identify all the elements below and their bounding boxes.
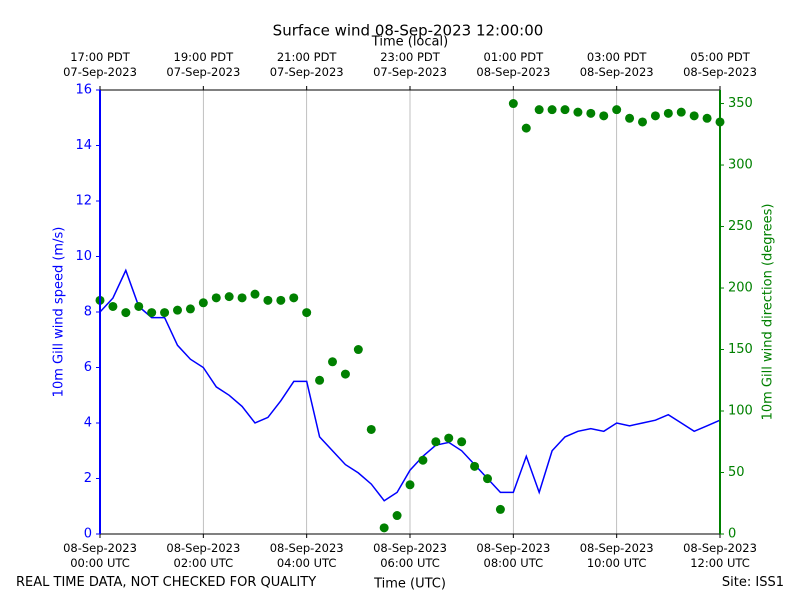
direction-point	[134, 301, 144, 311]
x-tick-label: 08-Sep-2023 08:00 UTC	[476, 541, 551, 570]
direction-point	[302, 308, 312, 318]
direction-point	[547, 105, 557, 115]
direction-point	[612, 105, 622, 115]
direction-point	[586, 108, 596, 118]
direction-point	[173, 305, 182, 315]
y2-tick-label: 300	[728, 158, 753, 173]
direction-point	[224, 292, 234, 302]
y-tick-label: 6	[84, 360, 92, 375]
y2-tick-label: 250	[728, 219, 753, 234]
direction-point	[689, 111, 699, 121]
direction-point	[560, 105, 570, 115]
y2-tick-label: 150	[728, 342, 753, 357]
direction-point	[534, 105, 544, 115]
direction-point	[650, 111, 660, 121]
direction-point	[638, 117, 647, 127]
direction-point	[457, 437, 467, 447]
x-axis-label: Time (UTC)	[373, 577, 446, 592]
quality-note: REAL TIME DATA, NOT CHECKED FOR QUALITY	[16, 575, 317, 590]
direction-point	[185, 304, 195, 314]
y-tick-label: 4	[84, 416, 92, 431]
direction-point	[444, 433, 454, 443]
y-tick-label: 2	[84, 471, 92, 486]
direction-point	[108, 301, 118, 311]
y-tick-label: 16	[75, 83, 92, 98]
y-tick-label: 10	[75, 249, 92, 264]
direction-point	[470, 461, 480, 471]
direction-point	[250, 289, 260, 299]
direction-point	[495, 504, 505, 514]
y-tick-label: 8	[84, 305, 92, 320]
direction-point	[521, 123, 531, 133]
x2-tick-label: 21:00 PDT 07-Sep-2023	[269, 50, 344, 79]
y2-axis-label: 10m Gill wind direction (degrees)	[761, 204, 776, 421]
direction-point	[276, 295, 286, 305]
x2-tick-label: 23:00 PDT 07-Sep-2023	[373, 50, 447, 79]
direction-point	[366, 424, 376, 434]
direction-point	[392, 511, 402, 521]
y-axis-label: 10m Gill wind speed (m/s)	[52, 227, 67, 398]
x2-tick-label: 19:00 PDT 07-Sep-2023	[166, 50, 241, 79]
x-tick-label: 08-Sep-2023 12:00 UTC	[683, 541, 757, 570]
direction-point	[289, 293, 299, 303]
direction-point	[663, 108, 673, 118]
y-tick-label: 12	[75, 194, 92, 209]
x-tick-label: 08-Sep-2023 04:00 UTC	[269, 541, 344, 570]
direction-point	[599, 111, 609, 121]
x2-tick-label: 17:00 PDT 07-Sep-2023	[63, 50, 137, 79]
site-label: Site: ISS1	[721, 575, 784, 590]
x-tick-label: 08-Sep-2023 06:00 UTC	[373, 541, 447, 570]
chart-title: Surface wind 08-Sep-2023 12:00:00	[273, 22, 544, 40]
direction-point	[418, 455, 428, 465]
x-tick-label: 08-Sep-2023 00:00 UTC	[63, 541, 137, 570]
y2-tick-label: 100	[728, 404, 753, 419]
direction-point	[676, 107, 686, 117]
direction-point	[573, 107, 583, 117]
y2-tick-label: 50	[728, 465, 745, 480]
direction-point	[121, 308, 131, 318]
x-tick-label: 08-Sep-2023 02:00 UTC	[166, 541, 241, 570]
direction-point	[211, 293, 221, 303]
y-tick-label: 0	[84, 527, 92, 542]
direction-point	[263, 295, 273, 305]
direction-point	[353, 345, 363, 355]
y2-tick-label: 350	[728, 96, 753, 111]
direction-point	[340, 369, 350, 379]
speed-line	[99, 268, 721, 502]
y2-tick-label: 200	[728, 281, 753, 296]
x-tick-label: 08-Sep-2023 10:00 UTC	[579, 541, 654, 570]
direction-point	[198, 298, 208, 308]
direction-point	[315, 375, 325, 385]
direction-point	[147, 308, 157, 318]
direction-point	[625, 113, 635, 123]
direction-point	[508, 99, 518, 109]
x2-tick-label: 03:00 PDT 08-Sep-2023	[579, 50, 654, 79]
x2-tick-label: 05:00 PDT 08-Sep-2023	[683, 50, 757, 79]
direction-point	[702, 113, 712, 123]
direction-point	[483, 474, 492, 484]
direction-point	[405, 480, 415, 490]
direction-point	[160, 308, 170, 318]
y-tick-label: 14	[75, 138, 92, 153]
y2-tick-label: 0	[728, 527, 736, 542]
x2-axis-label: Time (local)	[371, 35, 448, 50]
x2-tick-label: 01:00 PDT 08-Sep-2023	[476, 50, 551, 79]
direction-point	[379, 523, 389, 533]
direction-point	[237, 293, 247, 303]
direction-point	[328, 357, 337, 367]
direction-point	[431, 437, 441, 447]
